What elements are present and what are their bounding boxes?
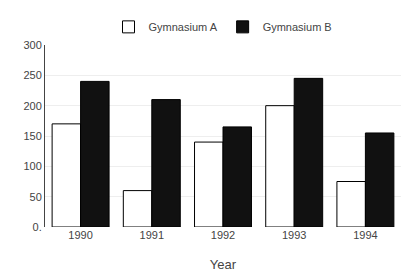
svg-text:250: 250 — [23, 69, 41, 81]
svg-text:0.: 0. — [33, 221, 42, 233]
svg-text:1993: 1993 — [282, 229, 306, 241]
svg-text:150: 150 — [23, 130, 41, 142]
svg-text:Gymnasium A: Gymnasium A — [149, 21, 218, 33]
svg-text:Year: Year — [210, 257, 237, 272]
svg-text:50: 50 — [30, 191, 42, 203]
svg-text:100: 100 — [23, 160, 41, 172]
svg-text:1994: 1994 — [353, 229, 377, 241]
svg-text:300: 300 — [23, 39, 41, 51]
svg-text:1991: 1991 — [140, 229, 164, 241]
svg-text:200: 200 — [23, 100, 41, 112]
svg-text:Gymnasium B: Gymnasium B — [263, 21, 332, 33]
svg-text:1992: 1992 — [211, 229, 235, 241]
svg-text:1990: 1990 — [68, 229, 92, 241]
